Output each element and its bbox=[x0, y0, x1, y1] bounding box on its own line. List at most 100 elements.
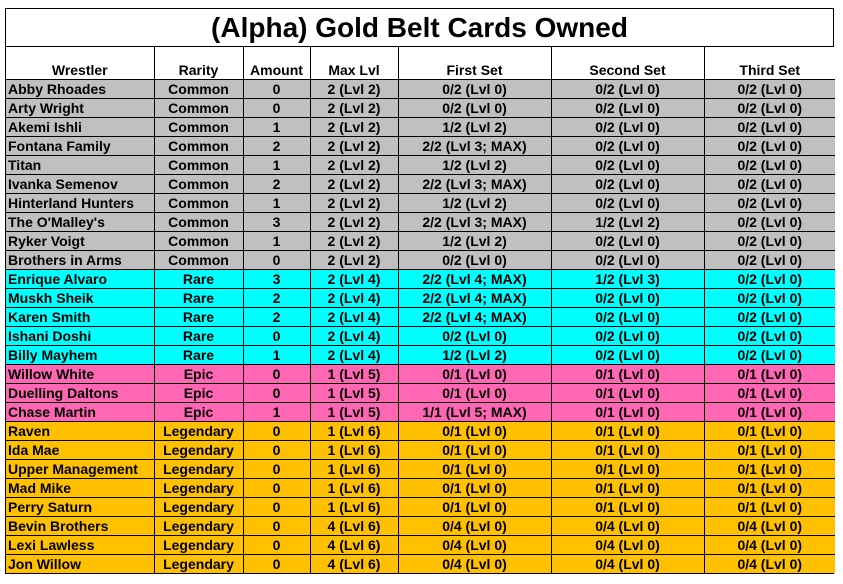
cell-wrestler[interactable]: Willow White bbox=[6, 364, 155, 384]
cell-second-set[interactable]: 1/2 (Lvl 3) bbox=[550, 269, 705, 289]
cell-first-set[interactable]: 0/2 (Lvl 0) bbox=[397, 326, 552, 346]
cell-third-set[interactable]: 0/1 (Lvl 0) bbox=[703, 478, 835, 498]
cell-first-set[interactable]: 1/2 (Lvl 2) bbox=[397, 345, 552, 365]
cell-wrestler[interactable]: Hinterland Hunters bbox=[6, 193, 155, 213]
cell-rarity[interactable]: Legendary bbox=[153, 440, 244, 460]
cell-third-set[interactable]: 0/2 (Lvl 0) bbox=[703, 250, 835, 270]
cell-third-set[interactable]: 0/2 (Lvl 0) bbox=[703, 117, 835, 137]
cell-third-set[interactable]: 0/2 (Lvl 0) bbox=[703, 307, 835, 327]
cell-amount[interactable]: 2 bbox=[242, 288, 311, 308]
cell-max-lvl[interactable]: 2 (Lvl 2) bbox=[309, 98, 399, 118]
cell-amount[interactable]: 1 bbox=[242, 193, 311, 213]
cell-third-set[interactable]: 0/4 (Lvl 0) bbox=[703, 516, 835, 536]
cell-first-set[interactable]: 0/4 (Lvl 0) bbox=[397, 535, 552, 555]
cell-third-set[interactable]: 0/1 (Lvl 0) bbox=[703, 497, 835, 517]
cell-second-set[interactable]: 0/4 (Lvl 0) bbox=[550, 516, 705, 536]
cell-rarity[interactable]: Common bbox=[153, 117, 244, 137]
cell-third-set[interactable]: 0/1 (Lvl 0) bbox=[703, 459, 835, 479]
cell-amount[interactable]: 0 bbox=[242, 459, 311, 479]
cell-first-set[interactable]: 0/1 (Lvl 0) bbox=[397, 383, 552, 403]
cell-max-lvl[interactable]: 2 (Lvl 2) bbox=[309, 136, 399, 156]
cell-first-set[interactable]: 0/4 (Lvl 0) bbox=[397, 554, 552, 573]
cell-wrestler[interactable]: Mad Mike bbox=[6, 478, 155, 498]
cell-third-set[interactable]: 0/2 (Lvl 0) bbox=[703, 174, 835, 194]
cell-max-lvl[interactable]: 2 (Lvl 2) bbox=[309, 117, 399, 137]
cell-third-set[interactable]: 0/1 (Lvl 0) bbox=[703, 364, 835, 384]
cell-first-set[interactable]: 0/2 (Lvl 0) bbox=[397, 250, 552, 270]
cell-wrestler[interactable]: Arty Wright bbox=[6, 98, 155, 118]
cell-max-lvl[interactable]: 2 (Lvl 4) bbox=[309, 307, 399, 327]
cell-second-set[interactable]: 0/2 (Lvl 0) bbox=[550, 174, 705, 194]
cell-amount[interactable]: 0 bbox=[242, 535, 311, 555]
cell-amount[interactable]: 0 bbox=[242, 421, 311, 441]
cell-max-lvl[interactable]: 1 (Lvl 6) bbox=[309, 478, 399, 498]
cell-amount[interactable]: 2 bbox=[242, 307, 311, 327]
cell-second-set[interactable]: 0/1 (Lvl 0) bbox=[550, 364, 705, 384]
cell-wrestler[interactable]: Ryker Voigt bbox=[6, 231, 155, 251]
cell-first-set[interactable]: 2/2 (Lvl 4; MAX) bbox=[397, 307, 552, 327]
cell-rarity[interactable]: Legendary bbox=[153, 554, 244, 573]
cell-rarity[interactable]: Common bbox=[153, 231, 244, 251]
cell-second-set[interactable]: 0/2 (Lvl 0) bbox=[550, 288, 705, 308]
cell-amount[interactable]: 0 bbox=[242, 554, 311, 573]
cell-amount[interactable]: 0 bbox=[242, 364, 311, 384]
cell-rarity[interactable]: Rare bbox=[153, 326, 244, 346]
cell-max-lvl[interactable]: 2 (Lvl 4) bbox=[309, 326, 399, 346]
cell-amount[interactable]: 1 bbox=[242, 345, 311, 365]
cell-first-set[interactable]: 1/2 (Lvl 2) bbox=[397, 193, 552, 213]
cell-second-set[interactable]: 0/2 (Lvl 0) bbox=[550, 155, 705, 175]
cell-third-set[interactable]: 0/4 (Lvl 0) bbox=[703, 554, 835, 573]
cell-amount[interactable]: 3 bbox=[242, 269, 311, 289]
cell-max-lvl[interactable]: 1 (Lvl 5) bbox=[309, 383, 399, 403]
cell-rarity[interactable]: Rare bbox=[153, 307, 244, 327]
cell-max-lvl[interactable]: 1 (Lvl 5) bbox=[309, 364, 399, 384]
cell-amount[interactable]: 0 bbox=[242, 326, 311, 346]
cell-amount[interactable]: 2 bbox=[242, 174, 311, 194]
cell-second-set[interactable]: 0/1 (Lvl 0) bbox=[550, 497, 705, 517]
cell-second-set[interactable]: 0/1 (Lvl 0) bbox=[550, 402, 705, 422]
cell-amount[interactable]: 0 bbox=[242, 497, 311, 517]
cell-first-set[interactable]: 2/2 (Lvl 4; MAX) bbox=[397, 269, 552, 289]
cell-rarity[interactable]: Legendary bbox=[153, 478, 244, 498]
cell-wrestler[interactable]: Jon Willow bbox=[6, 554, 155, 573]
cell-second-set[interactable]: 0/2 (Lvl 0) bbox=[550, 326, 705, 346]
cell-first-set[interactable]: 1/2 (Lvl 2) bbox=[397, 117, 552, 137]
cell-wrestler[interactable]: Duelling Daltons bbox=[6, 383, 155, 403]
cell-rarity[interactable]: Rare bbox=[153, 269, 244, 289]
cell-first-set[interactable]: 0/1 (Lvl 0) bbox=[397, 478, 552, 498]
cell-wrestler[interactable]: Perry Saturn bbox=[6, 497, 155, 517]
cell-rarity[interactable]: Epic bbox=[153, 402, 244, 422]
cell-rarity[interactable]: Legendary bbox=[153, 497, 244, 517]
cell-second-set[interactable]: 0/2 (Lvl 0) bbox=[550, 250, 705, 270]
column-header-first-set[interactable]: First Set bbox=[397, 47, 552, 80]
cell-rarity[interactable]: Common bbox=[153, 155, 244, 175]
cell-third-set[interactable]: 0/2 (Lvl 0) bbox=[703, 345, 835, 365]
cell-max-lvl[interactable]: 2 (Lvl 4) bbox=[309, 288, 399, 308]
cell-amount[interactable]: 1 bbox=[242, 402, 311, 422]
cell-rarity[interactable]: Common bbox=[153, 136, 244, 156]
cell-second-set[interactable]: 0/2 (Lvl 0) bbox=[550, 117, 705, 137]
cell-rarity[interactable]: Common bbox=[153, 250, 244, 270]
cell-wrestler[interactable]: Enrique Alvaro bbox=[6, 269, 155, 289]
cell-second-set[interactable]: 0/2 (Lvl 0) bbox=[550, 136, 705, 156]
cell-amount[interactable]: 0 bbox=[242, 383, 311, 403]
cell-first-set[interactable]: 0/1 (Lvl 0) bbox=[397, 440, 552, 460]
cell-amount[interactable]: 0 bbox=[242, 79, 311, 99]
cell-max-lvl[interactable]: 2 (Lvl 4) bbox=[309, 345, 399, 365]
cell-third-set[interactable]: 0/1 (Lvl 0) bbox=[703, 440, 835, 460]
cell-first-set[interactable]: 1/2 (Lvl 2) bbox=[397, 231, 552, 251]
cell-wrestler[interactable]: The O'Malley's bbox=[6, 212, 155, 232]
cell-second-set[interactable]: 0/4 (Lvl 0) bbox=[550, 535, 705, 555]
cell-second-set[interactable]: 0/1 (Lvl 0) bbox=[550, 440, 705, 460]
cell-amount[interactable]: 0 bbox=[242, 440, 311, 460]
cell-second-set[interactable]: 0/2 (Lvl 0) bbox=[550, 345, 705, 365]
cell-max-lvl[interactable]: 1 (Lvl 6) bbox=[309, 440, 399, 460]
cell-max-lvl[interactable]: 2 (Lvl 2) bbox=[309, 250, 399, 270]
cell-second-set[interactable]: 0/1 (Lvl 0) bbox=[550, 421, 705, 441]
cell-first-set[interactable]: 0/1 (Lvl 0) bbox=[397, 497, 552, 517]
cell-amount[interactable]: 0 bbox=[242, 98, 311, 118]
cell-first-set[interactable]: 0/2 (Lvl 0) bbox=[397, 79, 552, 99]
cell-rarity[interactable]: Common bbox=[153, 174, 244, 194]
cell-wrestler[interactable]: Chase Martin bbox=[6, 402, 155, 422]
cell-third-set[interactable]: 0/2 (Lvl 0) bbox=[703, 269, 835, 289]
